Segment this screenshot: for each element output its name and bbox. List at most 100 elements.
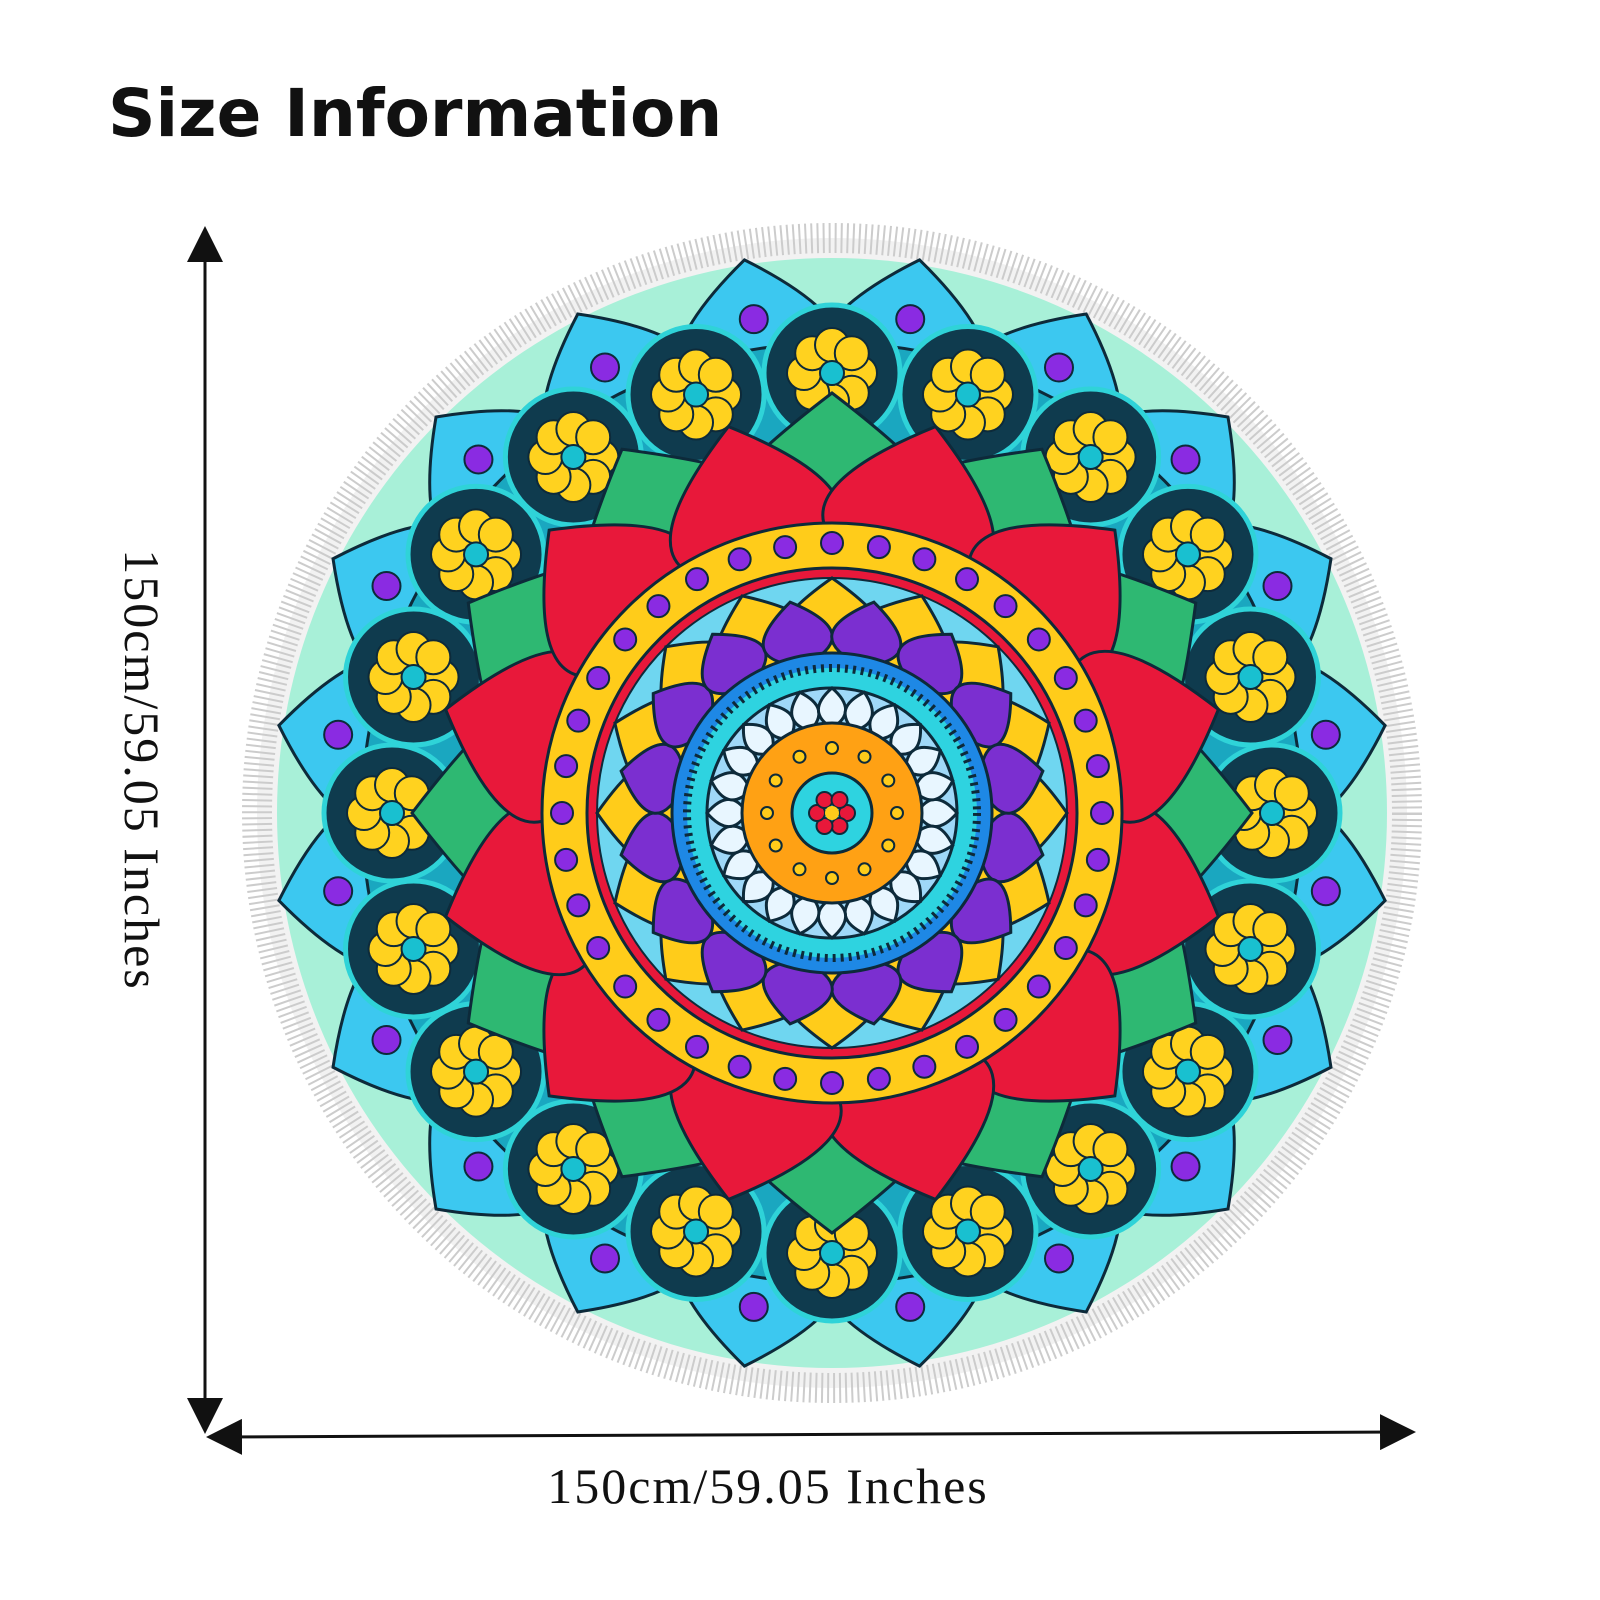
flower-center xyxy=(1174,541,1201,568)
mandala-dot xyxy=(830,816,849,835)
purple-petal xyxy=(761,600,834,668)
arch xyxy=(889,870,923,904)
flower-center xyxy=(463,541,490,568)
flower-center xyxy=(1237,664,1264,691)
mandala-dot xyxy=(371,1024,402,1055)
arch xyxy=(816,686,848,730)
mandala-dot xyxy=(566,893,591,918)
width-label: 150cm/59.05 Inches xyxy=(547,1458,988,1514)
arch xyxy=(705,797,749,829)
arch xyxy=(790,893,821,936)
center xyxy=(825,806,839,820)
mandala-dot xyxy=(1262,571,1293,602)
mandala-dot xyxy=(590,352,621,383)
mandala-dot xyxy=(1310,876,1341,907)
flower-petal xyxy=(697,1193,734,1230)
title: Size Information xyxy=(108,75,722,152)
flower-petal xyxy=(1189,1033,1226,1070)
flower-petal xyxy=(833,335,870,372)
arch xyxy=(843,690,874,733)
purple-petal xyxy=(619,742,687,815)
flower-petal xyxy=(575,419,612,456)
flower-petal xyxy=(1189,516,1226,553)
flower-center xyxy=(954,1218,981,1245)
flower-center xyxy=(379,800,405,826)
mandala-dot xyxy=(815,791,834,810)
flower-petal xyxy=(1092,1131,1129,1168)
flower-center xyxy=(819,1240,845,1266)
mandala-dot xyxy=(1170,444,1201,475)
flower-center xyxy=(819,360,845,386)
mandala-dot xyxy=(830,791,849,810)
arch xyxy=(741,722,775,756)
arch xyxy=(912,771,955,802)
mandala-dot xyxy=(912,1054,937,1079)
flower-center xyxy=(560,1155,587,1182)
flower-center xyxy=(560,444,587,471)
mandala-dot xyxy=(1026,974,1051,999)
purple-petal xyxy=(977,742,1045,815)
mandala-dot xyxy=(685,1034,709,1059)
arch xyxy=(868,885,900,923)
flower-center xyxy=(683,1218,710,1245)
mandala-dot xyxy=(1026,627,1051,652)
mandala-dot xyxy=(857,749,872,764)
mandala-dot xyxy=(463,444,494,475)
arch xyxy=(722,745,760,777)
arch xyxy=(790,690,821,733)
flower-petal xyxy=(1252,639,1289,676)
mandala-dot xyxy=(1043,1243,1074,1274)
mandala-dot xyxy=(566,708,591,733)
purple-petal xyxy=(761,958,834,1026)
purple-petal xyxy=(830,958,903,1026)
mandala-dot xyxy=(792,749,807,764)
flower-petal xyxy=(415,639,452,676)
width-arrow xyxy=(206,1414,1416,1455)
mandala-dot xyxy=(613,974,638,999)
arch xyxy=(764,885,796,923)
mandala-dot xyxy=(866,1066,891,1091)
flower-center xyxy=(1077,1155,1104,1182)
mandala-dot xyxy=(1043,352,1074,383)
mandala-dot xyxy=(895,304,926,335)
arch xyxy=(764,703,796,741)
arch xyxy=(722,849,760,881)
arch xyxy=(915,797,959,829)
arch xyxy=(868,703,900,741)
mandala-dot xyxy=(1310,719,1341,750)
mandala-dot xyxy=(646,594,671,619)
mandala-dot xyxy=(825,871,839,885)
flower-center xyxy=(1174,1058,1201,1085)
mandala-dot xyxy=(768,838,783,853)
mandala-dot xyxy=(760,806,774,820)
mandala-dot xyxy=(993,594,1018,619)
mandala-towel xyxy=(242,223,1422,1403)
mandala-dot xyxy=(857,862,872,877)
mandala-dot xyxy=(912,547,937,572)
arch xyxy=(889,722,923,756)
mandala-dot xyxy=(738,1291,769,1322)
mandala-dot xyxy=(881,773,896,788)
mandala-dot xyxy=(371,571,402,602)
purple-petal xyxy=(830,600,903,668)
mandala-dot xyxy=(825,741,839,755)
arch xyxy=(904,849,942,881)
mandala-dot xyxy=(1085,847,1110,872)
arch xyxy=(709,771,752,802)
mandala-dot xyxy=(727,547,752,572)
flower-center xyxy=(683,381,710,408)
flower-petal xyxy=(1252,911,1289,948)
mandala-dot xyxy=(590,1243,621,1274)
mandala-dot xyxy=(881,838,896,853)
mandala-dot xyxy=(773,535,798,560)
mandala-dot xyxy=(727,1054,752,1079)
mandala-dot xyxy=(820,1071,844,1095)
purple-petal xyxy=(619,811,687,884)
mandala-dot xyxy=(586,936,611,960)
mandala-dot xyxy=(792,862,807,877)
mandala-dot xyxy=(586,666,611,690)
mandala-dot xyxy=(1262,1024,1293,1055)
height-label: 150cm/59.05 Inches xyxy=(114,549,170,990)
flower-petal xyxy=(477,516,514,553)
